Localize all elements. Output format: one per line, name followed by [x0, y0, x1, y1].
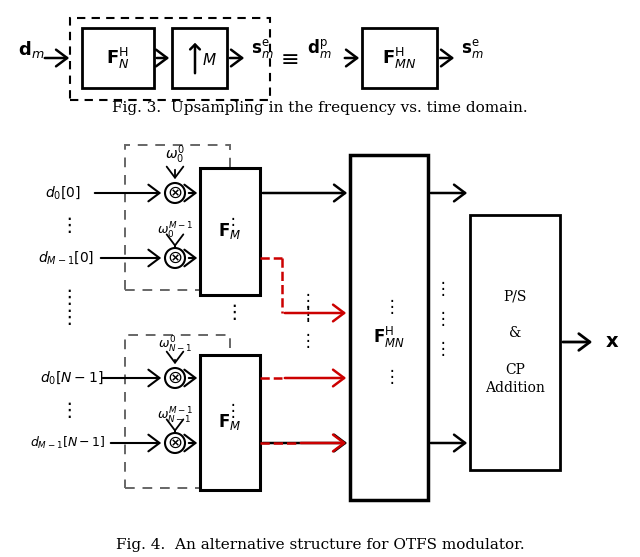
Text: $\vdots$: $\vdots$	[223, 302, 236, 322]
Bar	[200, 355, 260, 490]
Text: $d_{M-1}[0]$: $d_{M-1}[0]$	[38, 250, 94, 266]
Bar	[172, 28, 227, 88]
Bar	[125, 335, 230, 488]
Text: $\omega_{N-1}^{M-1}$: $\omega_{N-1}^{M-1}$	[157, 406, 193, 426]
Text: $\vdots$: $\vdots$	[59, 287, 72, 307]
Circle shape	[165, 368, 185, 388]
Text: $d_{M-1}[N-1]$: $d_{M-1}[N-1]$	[30, 435, 106, 451]
Text: $\vdots$: $\vdots$	[225, 216, 236, 234]
Text: $\vdots$: $\vdots$	[435, 278, 445, 297]
Text: $\vdots$: $\vdots$	[300, 330, 310, 349]
Circle shape	[165, 248, 185, 268]
Text: $\omega_0^0$: $\omega_0^0$	[165, 144, 185, 167]
Text: Fig. 4.  An alternative structure for OTFS modulator.: Fig. 4. An alternative structure for OTF…	[116, 538, 524, 552]
Bar	[350, 155, 428, 500]
Text: $\vdots$: $\vdots$	[435, 309, 445, 328]
Text: $\otimes$: $\otimes$	[167, 249, 182, 267]
Text: $M$: $M$	[202, 52, 216, 68]
Text: $\equiv$: $\equiv$	[276, 47, 298, 69]
Circle shape	[165, 183, 185, 203]
Text: $\otimes$: $\otimes$	[167, 184, 182, 202]
Text: $\vdots$: $\vdots$	[383, 297, 395, 316]
Bar	[70, 18, 270, 100]
Text: P/S

&

CP
Addition: P/S & CP Addition	[485, 289, 545, 395]
Text: $\mathbf{F}_M$: $\mathbf{F}_M$	[218, 412, 242, 432]
Text: Fig. 3.  Upsampling in the frequency vs. time domain.: Fig. 3. Upsampling in the frequency vs. …	[112, 101, 528, 115]
Bar	[82, 28, 154, 88]
Text: $d_0[N-1]$: $d_0[N-1]$	[40, 370, 103, 387]
Bar	[470, 215, 560, 470]
Text: $\mathbf{x}$: $\mathbf{x}$	[605, 333, 619, 351]
Bar	[125, 145, 230, 290]
Text: $\mathbf{d}_m$: $\mathbf{d}_m$	[18, 40, 45, 61]
Text: $\otimes$: $\otimes$	[167, 369, 182, 387]
Text: $\mathbf{F}_{MN}^\mathrm{H}$: $\mathbf{F}_{MN}^\mathrm{H}$	[373, 324, 405, 350]
Circle shape	[165, 433, 185, 453]
Text: $\mathbf{F}_{MN}^\mathrm{H}$: $\mathbf{F}_{MN}^\mathrm{H}$	[382, 46, 416, 71]
Text: $\vdots$: $\vdots$	[59, 307, 72, 327]
Text: $\mathbf{s}_m^\mathrm{e}$: $\mathbf{s}_m^\mathrm{e}$	[461, 37, 483, 60]
Text: $\mathbf{s}_m^\mathrm{e}$: $\mathbf{s}_m^\mathrm{e}$	[251, 37, 273, 60]
Text: $\omega_0^{M-1}$: $\omega_0^{M-1}$	[157, 221, 193, 241]
Text: $\vdots$: $\vdots$	[383, 368, 395, 387]
Bar	[200, 168, 260, 295]
Text: $\vdots$: $\vdots$	[435, 339, 445, 358]
Text: $\vdots$: $\vdots$	[59, 400, 72, 420]
Text: $\mathbf{F}_M$: $\mathbf{F}_M$	[218, 221, 242, 241]
Text: $\omega_{N-1}^0$: $\omega_{N-1}^0$	[157, 335, 192, 355]
Text: $\otimes$: $\otimes$	[167, 434, 182, 452]
Text: $\vdots$: $\vdots$	[225, 400, 236, 419]
Text: $d_0[0]$: $d_0[0]$	[45, 184, 81, 202]
Text: $\mathbf{d}_m^\mathrm{p}$: $\mathbf{d}_m^\mathrm{p}$	[307, 37, 332, 60]
Text: $\vdots$: $\vdots$	[300, 291, 310, 310]
Text: $\vdots$: $\vdots$	[300, 305, 310, 325]
Text: $\vdots$: $\vdots$	[59, 215, 72, 235]
Bar	[362, 28, 437, 88]
Text: $\vdots$: $\vdots$	[300, 302, 310, 321]
Text: $\mathbf{F}_N^\mathrm{H}$: $\mathbf{F}_N^\mathrm{H}$	[106, 46, 130, 71]
